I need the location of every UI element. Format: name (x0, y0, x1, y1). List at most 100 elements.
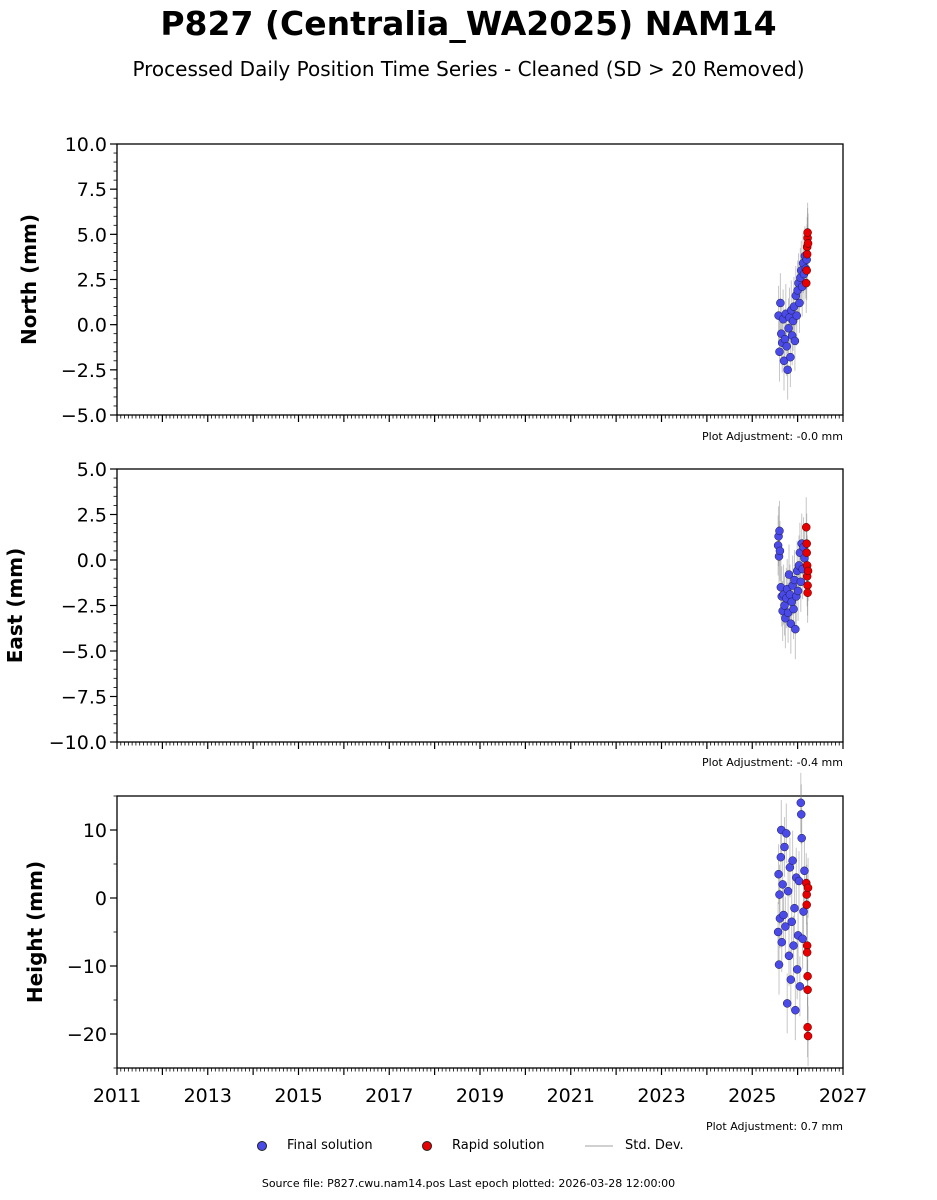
chart-title: P827 (Centralia_WA2025) NAM14 (160, 4, 777, 43)
final-solution-point (779, 356, 789, 366)
final-solution-point (783, 365, 792, 375)
y-tick-label: 10 (83, 820, 107, 842)
final-solution-point (798, 934, 807, 944)
rapid-solution-point (802, 539, 811, 548)
x-tick-label: 2025 (728, 1085, 776, 1107)
final-solution-point (776, 852, 786, 862)
y-tick-label: 7.5 (77, 179, 107, 201)
y-tick-label: 0.0 (77, 550, 107, 572)
final-solution-point (786, 619, 796, 628)
final-solution-point (800, 866, 809, 876)
y-tick-label: −20 (67, 1024, 107, 1046)
final-solution-point (779, 910, 788, 920)
y-tick-label: −5.0 (61, 405, 107, 427)
final-solution-point (787, 917, 796, 927)
rapid-solution-point (802, 948, 812, 957)
final-solution-point (789, 941, 798, 950)
rapid-solution-point (801, 278, 811, 288)
y-tick-label: 0.0 (77, 315, 107, 337)
std-line-icon (585, 1144, 613, 1147)
east-panel: −10.0 −7.5 −5.0 −2.5 0.0 2.5 5.0 East (mm) Plot … (3, 459, 844, 769)
rapid-solution-point (803, 228, 812, 237)
rapid-solution-point (802, 266, 811, 275)
y-tick-label: −10.0 (49, 732, 107, 754)
final-solution-point (782, 342, 791, 351)
final-solution-point (775, 890, 784, 899)
rapid-solution-point (801, 522, 811, 532)
x-tick-label: 2017 (365, 1085, 413, 1107)
plot-frame (116, 795, 844, 1069)
legend-std-label: Std. Dev. (625, 1138, 684, 1153)
y-tick-label: 2.5 (77, 505, 107, 527)
final-solution-point (773, 927, 783, 937)
final-solution-point (774, 960, 784, 969)
final-solution-point (790, 336, 800, 346)
final-solution-point (784, 951, 794, 961)
final-solution-point (792, 965, 802, 974)
final-solution-point (790, 903, 799, 913)
final-solution-point (794, 876, 804, 886)
rapid-solution-point (803, 588, 812, 598)
rapid-solution-point (803, 239, 813, 248)
final-solution-point (788, 856, 797, 865)
x-tick-label: 2011 (93, 1085, 141, 1107)
final-solution-point (782, 999, 792, 1008)
x-tick-label: 2027 (819, 1085, 867, 1107)
final-solution-point (792, 311, 801, 320)
final-solution-point (776, 298, 785, 308)
x-tick-label: 2015 (274, 1085, 322, 1107)
final-solution-point (784, 324, 793, 333)
rapid-solution-point (802, 249, 812, 259)
x-tick-label: 2021 (547, 1085, 595, 1107)
final-solution-point (789, 604, 798, 614)
final-solution-point (780, 334, 790, 344)
final-solution-point (786, 352, 795, 362)
final-solution-point (780, 842, 789, 852)
plot-adjustment-label: Plot Adjustment: -0.4 mm (702, 756, 843, 769)
legend-rapid: Rapid solution (422, 1138, 544, 1153)
rapid-solution-point (803, 581, 812, 590)
final-solution-point (778, 880, 787, 889)
rapid-solution-point (803, 566, 813, 576)
y-tick-label: −7.5 (61, 687, 107, 709)
final-solution-point (793, 586, 803, 596)
rapid-solution-point (803, 985, 812, 995)
final-solution-point (791, 1005, 800, 1015)
y-axis-label: East (mm) (3, 548, 27, 664)
final-solution-point (777, 937, 786, 947)
final-solution-point (791, 624, 800, 634)
y-tick-label: −2.5 (61, 360, 107, 382)
final-solution-point (775, 546, 785, 556)
final-solution-point (796, 798, 806, 808)
final-solution-point (780, 601, 789, 610)
final-solution-point (795, 298, 804, 308)
x-tick-label: 2013 (184, 1085, 232, 1107)
rapid-solution-point (803, 1031, 813, 1041)
plot-adjustment-label: Plot Adjustment: -0.0 mm (702, 430, 843, 443)
y-tick-label: 10.0 (65, 134, 107, 156)
final-solution-point (797, 833, 806, 843)
y-tick-label: 2.5 (77, 270, 107, 292)
final-solution-point (786, 975, 796, 984)
y-tick-label: −2.5 (61, 596, 107, 618)
legend: Final solution Rapid solution Std. Dev. (0, 1138, 937, 1158)
final-marker-icon (257, 1140, 267, 1151)
legend-rapid-label: Rapid solution (452, 1138, 545, 1153)
final-solution-point (796, 577, 806, 587)
x-tick-label: 2019 (456, 1085, 504, 1107)
final-solution-point (795, 982, 805, 991)
chart-subtitle: Processed Daily Position Time Series - C… (132, 57, 805, 81)
legend-final: Final solution (257, 1138, 373, 1153)
final-solution-point (774, 869, 783, 879)
y-tick-label: 5.0 (77, 224, 107, 246)
rapid-marker-icon (422, 1140, 432, 1151)
y-tick-label: 5.0 (77, 459, 107, 481)
y-tick-label: −10 (67, 956, 107, 978)
final-solution-point (775, 347, 784, 357)
final-solution-point (784, 570, 794, 579)
x-tick-label: 2023 (637, 1085, 685, 1107)
final-solution-point (783, 886, 793, 896)
rapid-solution-point (803, 883, 813, 893)
y-axis-label: North (mm) (17, 214, 41, 345)
